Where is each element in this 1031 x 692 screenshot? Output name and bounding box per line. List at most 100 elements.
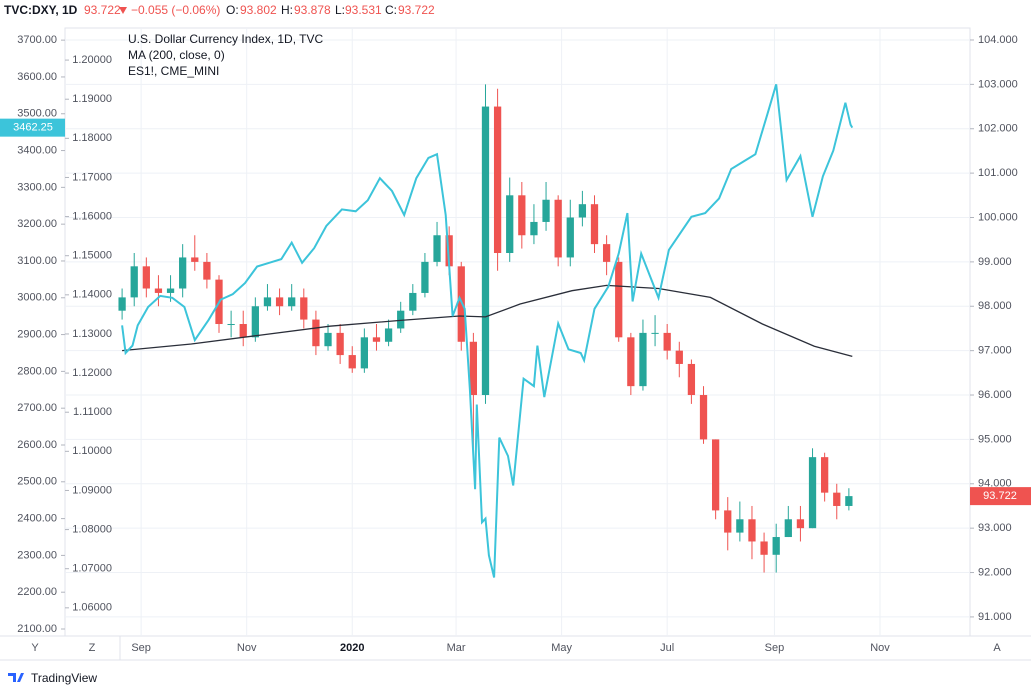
- y3-tick-label: 1.10000: [72, 445, 112, 457]
- y2-tick-label: 2200.00: [17, 586, 57, 598]
- candle-body: [651, 332, 659, 334]
- candle-body: [615, 261, 623, 338]
- candle-body: [663, 332, 671, 351]
- y-tick-label: 100.000: [978, 211, 1018, 223]
- candle-body: [457, 266, 465, 342]
- candle-body: [639, 332, 647, 387]
- ohlc-value: 93.722: [398, 3, 435, 17]
- candle-body: [288, 297, 296, 307]
- candle-body: [675, 350, 683, 364]
- y3-tick-label: 1.20000: [72, 54, 112, 66]
- candle-body: [360, 337, 368, 369]
- candle-body: [372, 337, 381, 342]
- y-tick-label: 104.000: [978, 34, 1018, 46]
- y-tick-label: 103.000: [978, 78, 1018, 90]
- candle-body: [506, 195, 514, 254]
- y-tick-label: 93.000: [978, 522, 1012, 534]
- candle-body: [687, 363, 696, 396]
- ohlc-label: O:: [226, 3, 239, 17]
- y2-tick-label: 3200.00: [17, 218, 57, 230]
- candle-body: [384, 328, 393, 342]
- y2-tick-label: 2800.00: [17, 365, 57, 377]
- x-tick-label: Sep: [131, 642, 151, 654]
- candle-body: [191, 257, 199, 262]
- y3-tick-label: 1.16000: [72, 210, 112, 222]
- marks: [118, 84, 854, 578]
- ohlc-value: 93.878: [294, 3, 331, 17]
- y2-tick-label: 3400.00: [17, 144, 57, 156]
- candle-body: [699, 395, 708, 440]
- candle-body: [397, 310, 405, 329]
- candle-body: [481, 106, 490, 396]
- y-tick-label: 101.000: [978, 167, 1018, 179]
- y2-tick-label: 2300.00: [17, 549, 57, 561]
- candle-body: [324, 332, 332, 347]
- y3-tick-label: 1.06000: [72, 602, 112, 614]
- scale-button[interactable]: A: [993, 642, 1001, 654]
- candle-body: [130, 266, 138, 298]
- x-tick-label: Mar: [447, 642, 466, 654]
- y2-tick-label: 3300.00: [17, 181, 57, 193]
- y2-tick-label: 2900.00: [17, 328, 57, 340]
- candle-body: [845, 496, 853, 506]
- scale-button[interactable]: Y: [31, 642, 39, 654]
- candle-body: [239, 324, 247, 338]
- candle-body: [772, 537, 780, 555]
- y2-tick-label: 2700.00: [17, 402, 57, 414]
- y3-tick-label: 1.07000: [72, 563, 112, 575]
- symbol: TVC:DXY, 1D: [4, 3, 78, 17]
- y-tick-label: 94.000: [978, 478, 1012, 490]
- candle-body: [275, 297, 284, 307]
- ohlc-label: L:: [335, 3, 345, 17]
- candle-body: [542, 199, 550, 222]
- y-tick-label: 92.000: [978, 566, 1012, 578]
- y2-tick-label: 3600.00: [17, 71, 57, 83]
- y-tick-label: 91.000: [978, 611, 1012, 623]
- candle-body: [760, 541, 768, 555]
- y-tick-label: 98.000: [978, 300, 1012, 312]
- candle-body: [590, 204, 599, 245]
- ohlc-value: 93.531: [345, 3, 382, 17]
- candle-body: [336, 332, 344, 356]
- x-tick-label: 2020: [340, 642, 364, 654]
- y-tick-label: 102.000: [978, 123, 1018, 135]
- candle-body: [554, 199, 562, 258]
- y3-tick-label: 1.08000: [72, 523, 112, 535]
- candle-body: [821, 457, 829, 493]
- legend-entry: ES1!, CME_MINI: [128, 64, 219, 78]
- candle-body: [203, 261, 211, 280]
- grid: [65, 28, 970, 636]
- candle-body: [627, 337, 635, 387]
- y2-tick-label: 2600.00: [17, 439, 57, 451]
- candle-body: [833, 492, 841, 506]
- price-badge-label: 93.722: [983, 490, 1017, 502]
- ohlc-label: C:: [385, 3, 397, 17]
- y3-tick-label: 1.19000: [72, 93, 112, 105]
- candle-body: [445, 235, 453, 267]
- x-tick-label: Nov: [237, 642, 257, 654]
- legend-entry: MA (200, close, 0): [128, 48, 225, 62]
- y3-tick-label: 1.09000: [72, 484, 112, 496]
- candle-body: [724, 510, 732, 533]
- y-tick-label: 97.000: [978, 345, 1012, 357]
- y2-tick-label: 2100.00: [17, 623, 57, 635]
- candle-body: [493, 106, 502, 254]
- y3-tick-label: 1.11000: [73, 406, 112, 418]
- candle-body: [808, 457, 817, 529]
- candle-body: [736, 519, 744, 533]
- candle-body: [602, 244, 611, 262]
- down-arrow: [119, 7, 127, 14]
- y2-tick-label: 3500.00: [17, 108, 57, 120]
- candle-body: [263, 297, 272, 307]
- footer-brand: TradingView: [31, 671, 97, 685]
- candle-body: [421, 261, 429, 293]
- y3-tick-label: 1.17000: [72, 171, 112, 183]
- x-tick-label: Nov: [870, 642, 890, 654]
- candle-body: [409, 292, 417, 311]
- scale-button[interactable]: Z: [89, 642, 96, 654]
- candle-body: [118, 297, 126, 311]
- logo: [8, 673, 24, 682]
